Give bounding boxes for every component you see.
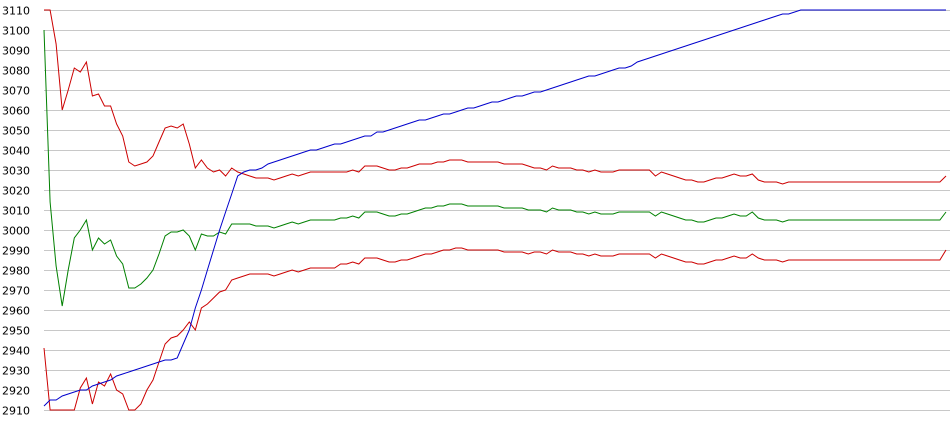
series-lines — [43, 9, 947, 411]
y-tick-label: 3100 — [2, 25, 30, 38]
y-tick-label: 3110 — [2, 5, 30, 18]
y-tick-label: 3080 — [2, 65, 30, 78]
y-tick-label: 3090 — [2, 45, 30, 58]
series-line-2 — [43, 29, 947, 307]
y-axis-tick-labels: 2910 2920 2930 2940 2950 2960 2970 2980 2990 3000… — [2, 5, 30, 418]
y-tick-label: 2950 — [2, 325, 30, 338]
series-line-3 — [43, 247, 947, 411]
y-tick-label: 3010 — [2, 205, 30, 218]
y-tick-label: 3060 — [2, 105, 30, 118]
y-tick-label: 2910 — [2, 405, 30, 418]
y-tick-label: 2940 — [2, 345, 30, 358]
y-tick-label: 3040 — [2, 145, 30, 158]
y-tick-label: 2970 — [2, 285, 30, 298]
y-tick-label: 2960 — [2, 305, 30, 318]
y-tick-label: 3050 — [2, 125, 30, 138]
y-tick-label: 3030 — [2, 165, 30, 178]
y-tick-label: 2980 — [2, 265, 30, 278]
y-tick-label: 2930 — [2, 365, 30, 378]
y-tick-label: 2990 — [2, 245, 30, 258]
y-tick-label: 3020 — [2, 185, 30, 198]
series-line-4 — [43, 9, 946, 407]
y-tick-label: 2920 — [2, 385, 30, 398]
y-tick-label: 3000 — [2, 225, 30, 238]
series-line-1 — [44, 9, 947, 185]
y-tick-label: 3070 — [2, 85, 30, 98]
